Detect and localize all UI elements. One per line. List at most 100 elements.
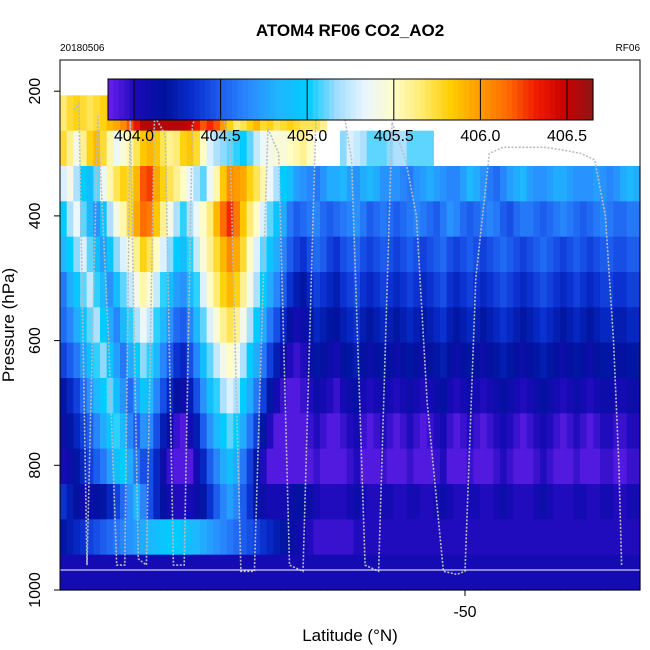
heatmap-cell — [280, 378, 288, 414]
heatmap-cell — [73, 166, 81, 202]
heatmap-cell — [93, 95, 101, 132]
heatmap-cell — [173, 484, 181, 520]
heatmap-cell — [500, 166, 508, 202]
heatmap-cell — [120, 201, 128, 238]
heatmap-cell — [393, 484, 401, 520]
heatmap-cell — [626, 272, 634, 308]
colorbar-segment — [269, 79, 276, 120]
heatmap-cell — [246, 236, 254, 273]
heatmap-cell — [413, 201, 421, 238]
heatmap-cell — [573, 484, 581, 520]
heatmap-cell — [460, 166, 468, 202]
y-tick-label: 1000 — [27, 572, 44, 608]
heatmap-cell — [540, 201, 548, 238]
heatmap-cell — [560, 378, 568, 414]
colorbar: 404.0 404.5 405.0 405.5 406.0 406.5 — [107, 78, 594, 145]
colorbar-segment — [156, 79, 163, 120]
heatmap-cell — [146, 413, 154, 450]
colorbar-segment — [479, 79, 486, 120]
heatmap-cell — [400, 130, 408, 167]
heatmap-cell — [613, 236, 621, 273]
heatmap-cell — [233, 201, 241, 238]
heatmap-cell — [260, 201, 268, 238]
heatmap-cell — [366, 519, 374, 556]
heatmap-cell — [400, 166, 408, 202]
heatmap-cell — [413, 130, 421, 167]
heatmap-cell — [266, 519, 274, 556]
flight-track — [72, 90, 623, 576]
heatmap-cell — [113, 201, 121, 238]
heatmap-cell — [120, 448, 128, 485]
heatmap-cell — [133, 342, 141, 379]
heatmap-cell — [386, 378, 394, 414]
heatmap-cell — [573, 378, 581, 414]
heatmap-cell — [273, 519, 281, 556]
heatmap-cell — [433, 236, 441, 273]
heatmap-cell — [506, 236, 514, 273]
heatmap-cell — [426, 484, 434, 520]
heatmap-cell — [340, 166, 348, 202]
heatmap-cell — [73, 519, 81, 556]
heatmap-cell — [326, 272, 334, 308]
heatmap-cell — [280, 554, 288, 591]
plot-frame — [59, 59, 641, 591]
heatmap-cell — [113, 413, 121, 450]
colorbar-segment — [328, 79, 335, 120]
heatmap-cell — [106, 413, 114, 450]
heatmap-cell — [100, 166, 108, 202]
heatmap-cell — [300, 342, 308, 379]
heatmap-cell — [520, 519, 528, 556]
heatmap-cell — [280, 236, 288, 273]
heatmap-cell — [193, 130, 201, 167]
heatmap-cell — [166, 130, 174, 167]
heatmap-cell — [566, 519, 574, 556]
colorbar-segment — [517, 79, 524, 120]
heatmap-cell — [106, 342, 114, 379]
heatmap-cell — [600, 413, 608, 450]
heatmap-cell — [320, 236, 328, 273]
heatmap-cell — [153, 448, 161, 485]
heatmap-cell — [473, 484, 481, 520]
heatmap-cell — [493, 448, 501, 485]
heatmap-cell — [373, 236, 381, 273]
colorbar-segment — [436, 79, 443, 120]
heatmap-cell — [320, 166, 328, 202]
heatmap-cell — [606, 378, 614, 414]
heatmap-cell — [560, 448, 568, 485]
heatmap-cell — [400, 448, 408, 485]
heatmap-cell — [266, 130, 274, 167]
heatmap-cell — [393, 448, 401, 485]
heatmap-cell — [546, 307, 554, 344]
heatmap-cell — [420, 519, 428, 556]
colorbar-segment — [415, 79, 422, 120]
heatmap-cell — [566, 236, 574, 273]
colorbar-segment — [366, 79, 373, 120]
y-tick-label: 600 — [27, 327, 44, 354]
heatmap-cell — [426, 307, 434, 344]
heatmap-cell — [120, 307, 128, 344]
heatmap-cell — [606, 166, 614, 202]
heatmap-cell — [60, 236, 68, 273]
heatmap-cell — [120, 484, 128, 520]
heatmap-cell — [280, 448, 288, 485]
heatmap-cell — [300, 201, 308, 238]
heatmap-cell — [153, 342, 161, 379]
heatmap-cell — [300, 378, 308, 414]
heatmap-cell — [460, 342, 468, 379]
heatmap-cell — [206, 484, 214, 520]
heatmap-cell — [573, 448, 581, 485]
heatmap-cell — [353, 342, 361, 379]
heatmap-cell — [453, 448, 461, 485]
heatmap-cell — [340, 342, 348, 379]
heatmap-cell — [480, 554, 488, 591]
heatmap-cell — [300, 236, 308, 273]
heatmap-cell — [240, 448, 248, 485]
heatmap-cell — [480, 272, 488, 308]
heatmap-cell — [60, 378, 68, 414]
heatmap-cell — [613, 554, 621, 591]
heatmap-cell — [606, 519, 614, 556]
heatmap-cell — [320, 448, 328, 485]
heatmap-cell — [346, 236, 354, 273]
heatmap-cell — [326, 484, 334, 520]
heatmap-cell — [633, 272, 641, 308]
